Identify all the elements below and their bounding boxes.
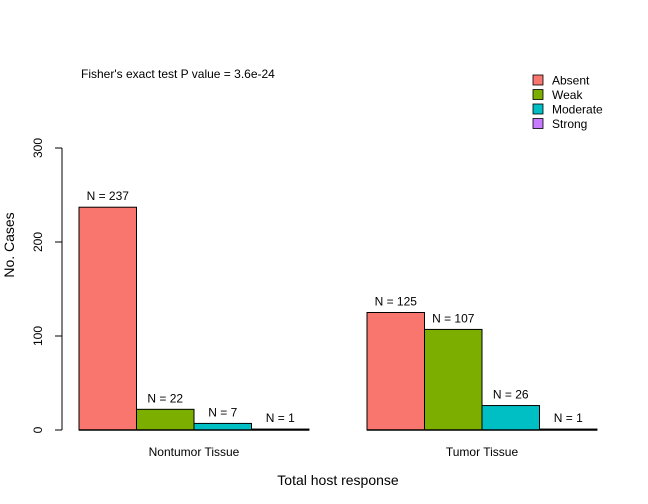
y-axis-title: No. Cases [1, 212, 17, 277]
bar-value-label: N = 107 [432, 311, 475, 325]
category-labels: Nontumor Tissue Tumor Tissue [149, 445, 519, 459]
bar-moderate-nontumor-tissue [193, 422, 252, 431]
bar-value-label: N = 125 [375, 295, 418, 309]
bar-value-label: N = 1 [554, 411, 583, 425]
legend-swatch-moderate [532, 103, 544, 115]
legend-swatch-strong [532, 118, 544, 129]
bar-value-label: N = 22 [147, 391, 183, 405]
y-tick-label: 200 [31, 232, 45, 252]
category-label-nontumor-tissue: Nontumor Tissue [149, 445, 240, 459]
y-tick-label: 100 [31, 326, 45, 346]
bar-labels: N = 237 N = 22 N = 7 N = 1 N = 125 N = 107 N =… [87, 189, 584, 425]
y-tick-label: 0 [31, 426, 45, 433]
legend-swatch-weak [532, 89, 544, 100]
y-axis: 0 100 200 300 [31, 138, 63, 433]
bar-absent-tumor-tissue [366, 312, 425, 431]
legend-swatch-absent [532, 74, 544, 86]
category-label-tumor-tissue: Tumor Tissue [446, 445, 519, 459]
bar-value-label: N = 26 [493, 388, 529, 402]
bar-absent-nontumor-tissue [78, 206, 137, 431]
bar-weak-nontumor-tissue [136, 408, 195, 431]
bar-value-label: N = 7 [208, 405, 237, 419]
y-tick-label: 300 [31, 138, 45, 158]
bars [78, 206, 598, 431]
bar-value-label: N = 237 [87, 189, 130, 203]
bar-weak-tumor-tissue [424, 328, 483, 431]
bar-value-label: N = 1 [266, 411, 295, 425]
fisher-test-annotation: Fisher's exact test P value = 3.6e-24 [81, 67, 275, 81]
bar-moderate-tumor-tissue [481, 405, 540, 431]
legend-label-moderate: Moderate [552, 103, 603, 117]
legend-label-weak: Weak [552, 88, 583, 102]
x-axis-title: Total host response [277, 472, 399, 488]
legend-label-strong: Strong [552, 117, 587, 131]
legend-label-absent: Absent [552, 74, 590, 88]
